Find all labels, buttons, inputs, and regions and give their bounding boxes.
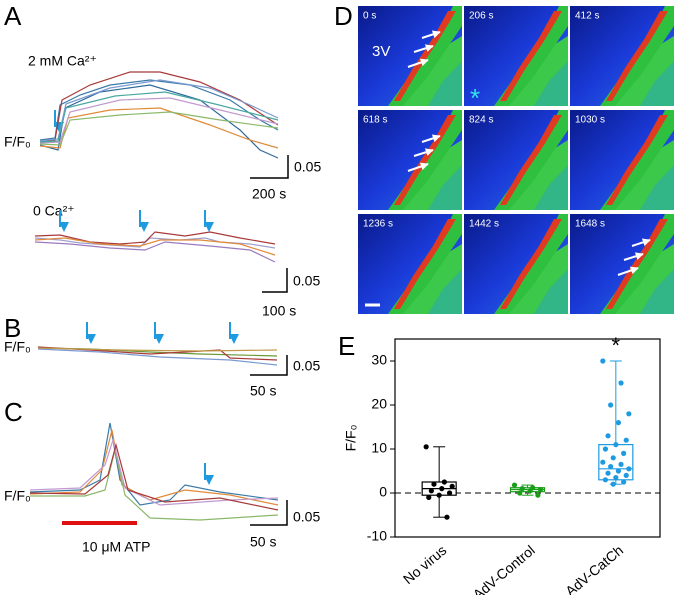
data-point <box>527 488 533 494</box>
y-tick-label: 20 <box>371 396 387 412</box>
data-point <box>615 468 622 474</box>
data-point <box>426 494 432 500</box>
data-point <box>449 483 455 489</box>
scale-label: 0.05 <box>293 358 320 374</box>
data-point <box>602 477 609 483</box>
data-point <box>519 486 525 492</box>
y-tick-label: 10 <box>371 440 387 456</box>
scale-bar <box>250 355 288 376</box>
y-label: F/F₀ <box>4 134 31 150</box>
time-label: 206 s <box>469 11 493 22</box>
y-axis-label: F/F₀ <box>343 424 359 451</box>
data-point <box>602 446 609 452</box>
y-label: F/F₀ <box>4 339 31 355</box>
traces <box>37 346 278 366</box>
data-point <box>428 488 434 494</box>
data-point <box>608 464 614 470</box>
data-point <box>626 466 632 472</box>
data-point <box>446 490 453 496</box>
x-tick-label: No virus <box>400 542 450 587</box>
data-point <box>610 455 616 461</box>
box-plot: -10 0 10 20 30 F/F₀ No virus AdV-Control AdV-Cat… <box>343 333 661 600</box>
data-point <box>600 358 606 364</box>
traces <box>39 71 279 159</box>
image-grid: 0 s 206 s 412 s 618 s 824 s 1030 s 1236 s 1442 … <box>358 6 674 314</box>
panel-label: A <box>4 1 22 31</box>
y-tick-label: 30 <box>371 352 387 368</box>
scale-label: 50 s <box>250 534 276 550</box>
data-point <box>537 486 544 493</box>
data-point <box>600 459 606 465</box>
data-point <box>615 420 622 426</box>
data-point <box>431 481 437 487</box>
scale-bar <box>250 155 289 179</box>
time-label: 1648 s <box>575 219 605 230</box>
data-point <box>436 492 442 498</box>
scale-label: 50 s <box>250 383 276 399</box>
y-label: F/F₀ <box>4 488 31 504</box>
panel-label: E <box>338 331 355 361</box>
y-tick-label: -10 <box>367 528 387 544</box>
panel-label: D <box>334 1 353 31</box>
y-tick-label: 0 <box>379 484 387 500</box>
scale-label: 200 s <box>252 186 286 202</box>
time-label: 1442 s <box>469 219 499 230</box>
panel-label: C <box>4 397 23 427</box>
data-point <box>626 411 632 417</box>
data-point <box>439 486 445 492</box>
region-label: 3V <box>372 43 390 60</box>
arrows <box>59 210 214 232</box>
data-point <box>621 450 627 456</box>
scale-bar <box>262 268 288 293</box>
data-point <box>618 380 624 386</box>
data-point <box>623 472 629 478</box>
scale-bar <box>250 500 288 526</box>
time-label: 0 s <box>363 11 376 22</box>
scale-label: 0.05 <box>294 159 321 175</box>
time-label: 412 s <box>575 11 599 22</box>
data-point <box>535 492 541 498</box>
scale-label: 0.05 <box>293 509 320 525</box>
data-point <box>613 442 619 448</box>
data-point <box>605 470 611 476</box>
marker: * <box>470 83 480 113</box>
traces <box>29 422 279 521</box>
condition-label: 0 Ca²⁺ <box>33 203 75 219</box>
time-label: 618 s <box>363 115 387 126</box>
time-label: 1030 s <box>575 115 605 126</box>
data-point <box>621 479 627 485</box>
data-point <box>613 475 619 481</box>
condition-label: 2 mM Ca²⁺ <box>28 53 97 69</box>
panel-label: B <box>4 313 21 343</box>
scale-label: 0.05 <box>293 273 320 289</box>
annotation: * <box>612 333 621 358</box>
arrows <box>86 322 239 344</box>
data-point <box>610 481 616 487</box>
data-point <box>444 514 450 520</box>
plot-frame <box>394 338 661 538</box>
stimulus-label: 10 μM ATP <box>82 539 151 555</box>
data-point <box>605 433 611 439</box>
traces <box>34 231 276 263</box>
data-point <box>517 490 523 496</box>
data-point <box>511 482 518 488</box>
x-tick-label: AdV-Control <box>470 542 538 595</box>
scale-label: 100 s <box>262 303 296 319</box>
time-label: 824 s <box>469 115 493 126</box>
arrows <box>407 30 651 276</box>
data-point <box>423 444 429 450</box>
data-point <box>441 479 447 485</box>
data-point <box>608 402 614 408</box>
time-label: 1236 s <box>363 219 393 230</box>
x-tick-label: AdV-CatCh <box>562 542 626 595</box>
data-point <box>623 437 629 443</box>
data-point <box>618 461 624 467</box>
